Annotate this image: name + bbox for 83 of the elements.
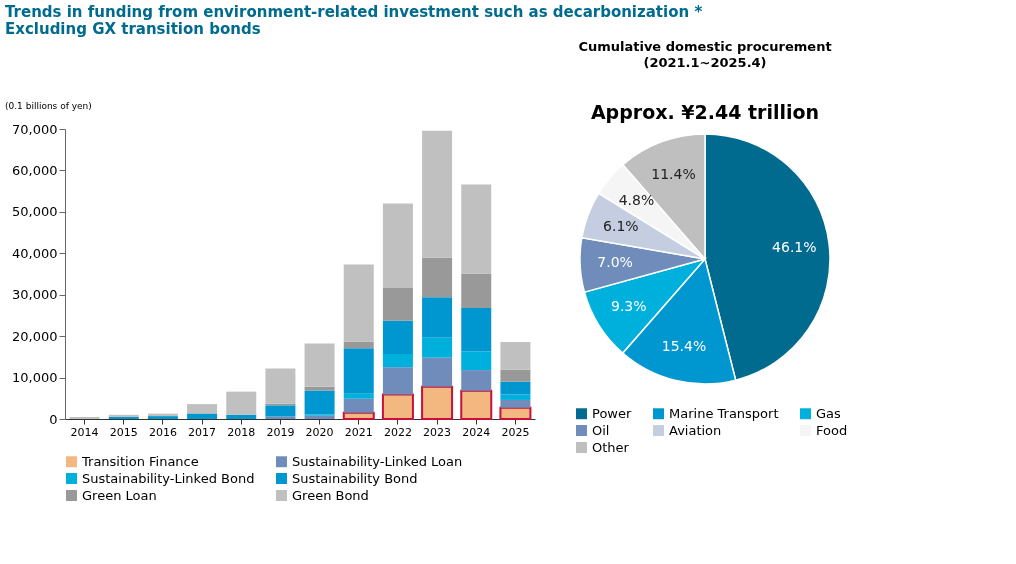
bar [343, 398, 374, 413]
bar [422, 357, 453, 387]
bar [461, 351, 492, 371]
bar [187, 413, 218, 419]
y-tick-label: 30,000 [12, 287, 58, 303]
legend-label: Green Loan [82, 487, 157, 503]
bar [461, 307, 492, 352]
legend-label: Sustainability Bond [292, 470, 418, 486]
bar [382, 320, 413, 354]
bar [343, 348, 374, 394]
data-label: 46.1% [772, 238, 817, 255]
bar [265, 368, 296, 404]
x-tick-label: 2025 [501, 425, 530, 439]
x-tick-label: 2017 [188, 425, 217, 439]
legend-label: Sustainability-Linked Bond [82, 470, 255, 486]
y-tick-label: 20,000 [12, 328, 58, 344]
y-tick-label: 10,000 [12, 370, 58, 386]
legend-label: Green Bond [292, 487, 369, 503]
data-label: 15.4% [661, 337, 707, 354]
chart-title: Cumulative domestic procurement [578, 39, 832, 54]
bar [422, 130, 453, 258]
x-tick-label: 2022 [383, 425, 412, 439]
y-axis-title: (0.1 billions of yen) [5, 101, 92, 111]
bar [343, 393, 374, 399]
legend-label: Other [592, 439, 630, 455]
bar [500, 341, 531, 370]
legend-label: Aviation [669, 422, 722, 438]
text: Approx. ¥2.44 trillion [590, 101, 820, 123]
bar [382, 203, 413, 289]
bar [461, 273, 492, 308]
bar [382, 367, 413, 395]
x-tick-label: 2019 [266, 425, 295, 439]
bar [461, 184, 492, 274]
bar [187, 404, 218, 414]
y-tick-label: 0 [49, 411, 58, 427]
bar [422, 337, 453, 358]
data-label: 11.4% [651, 165, 696, 182]
y-tick-label: 40,000 [12, 245, 58, 261]
bar [304, 343, 335, 387]
bar [499, 406, 532, 420]
y-tick-label: 60,000 [12, 162, 58, 178]
bar [421, 385, 454, 420]
bar [500, 381, 531, 395]
bar [226, 391, 257, 415]
bar [460, 389, 493, 420]
bar [226, 414, 257, 419]
x-tick-label: 2016 [148, 425, 177, 439]
bar [500, 394, 531, 400]
x-tick-label: 2014 [70, 425, 99, 439]
bar [69, 416, 100, 419]
legend-label: Power [592, 405, 632, 421]
y-tick-label: 50,000 [12, 204, 58, 220]
legend-label: Sustainability-Linked Loan [292, 453, 463, 469]
legend-label: Transition Finance [81, 453, 199, 469]
bar [343, 264, 374, 342]
bar [500, 369, 531, 382]
bar [422, 297, 453, 338]
x-tick-label: 2015 [109, 425, 138, 439]
data-label: 6.1% [603, 218, 639, 235]
legend-label: Oil [592, 422, 610, 438]
legend-label: Marine Transport [669, 405, 779, 421]
chart-title: Trends in funding from environment-related investment such as decarbonization * Excluding GX transition bonds [5, 3, 703, 38]
x-tick-label: 2021 [344, 425, 373, 439]
x-tick-label: 2024 [462, 425, 491, 439]
x-tick-label: 2023 [423, 425, 452, 439]
data-label: 4.8% [618, 191, 655, 208]
bar [304, 390, 335, 415]
legend-label: Food [816, 422, 848, 438]
data-label: 9.3% [610, 297, 647, 314]
data-label: 7.0% [597, 254, 633, 271]
bar [461, 370, 492, 391]
bar [382, 288, 413, 321]
bar [265, 405, 296, 417]
x-tick-label: 2020 [305, 425, 334, 439]
bar [381, 393, 414, 420]
x-tick-label: 2018 [227, 425, 256, 439]
bar [500, 399, 531, 408]
bar [382, 353, 413, 368]
bar [343, 341, 374, 349]
bar [422, 257, 453, 298]
legend-label: Gas [816, 405, 842, 421]
chart-subtitle: (2021.1~2025.4) [643, 55, 767, 70]
y-tick-label: 70,000 [12, 121, 58, 137]
